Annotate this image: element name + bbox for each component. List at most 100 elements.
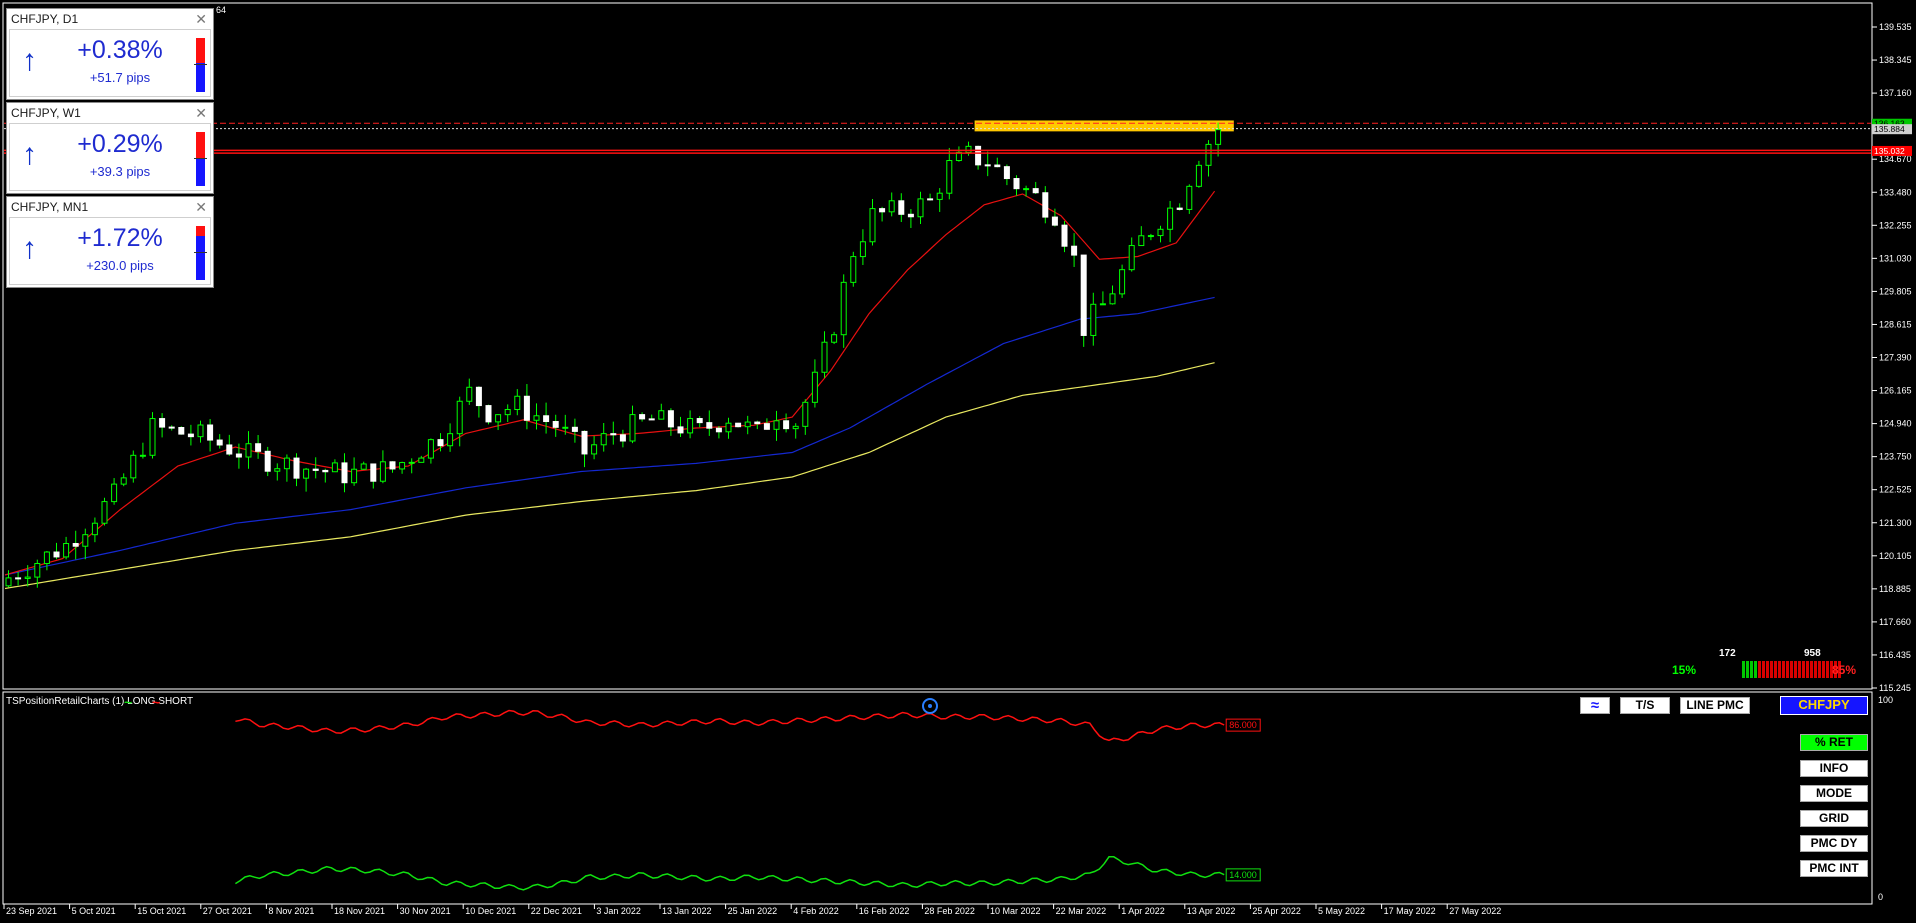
legend-short-icon: ~ (152, 694, 161, 710)
candles (5, 122, 1222, 588)
candle (312, 468, 319, 471)
strength-gauge (194, 132, 207, 186)
date-tick: 3 Jan 2022 (596, 906, 641, 916)
date-tick: 1 Apr 2022 (1121, 906, 1165, 916)
candle (293, 457, 300, 479)
candle (53, 551, 60, 558)
panel-w1[interactable]: CHFJPY, W1 ✕ ↑ +0.29% +39.3 pips (6, 102, 214, 194)
ma-blue-line (4, 296, 1215, 576)
date-tick: 8 Nov 2021 (268, 906, 314, 916)
price-tick: 129.805 (1879, 286, 1912, 296)
candle (840, 281, 847, 336)
candle (1042, 192, 1049, 218)
price-tick: 116.435 (1879, 650, 1911, 660)
candle (1051, 216, 1058, 226)
strength-gauge (194, 226, 207, 280)
symbol-button[interactable]: CHFJPY (1780, 696, 1868, 715)
line-pmc-button[interactable]: LINE PMC (1680, 697, 1750, 714)
candle (917, 198, 924, 218)
candle (658, 410, 665, 420)
candle (1167, 207, 1174, 230)
date-tick: 4 Feb 2022 (793, 906, 839, 916)
date-tick: 13 Apr 2022 (1187, 906, 1236, 916)
candle (264, 450, 271, 472)
price-tick: 137.160 (1879, 88, 1912, 98)
candle (1128, 245, 1135, 271)
candle (763, 423, 770, 430)
candle (533, 415, 540, 421)
candle (831, 334, 838, 343)
candle (255, 443, 262, 452)
candle (447, 433, 454, 447)
ret-button[interactable]: % RET (1800, 734, 1868, 751)
price-tick: 127.390 (1879, 353, 1912, 363)
target-icon[interactable] (922, 698, 938, 714)
panel-body: ↑ +0.29% +39.3 pips (9, 123, 211, 191)
candle (283, 457, 290, 470)
candle (274, 468, 281, 472)
candle (91, 522, 98, 536)
pips-change: +51.7 pips (89, 70, 151, 85)
strength-gauge (194, 38, 207, 92)
info-button[interactable]: INFO (1800, 760, 1868, 777)
candle (341, 462, 348, 484)
percent-change: +0.38% (77, 36, 163, 64)
pmc-int-button[interactable]: PMC INT (1800, 860, 1868, 877)
close-icon[interactable]: ✕ (195, 199, 207, 215)
candle (936, 192, 943, 200)
candle (994, 164, 1001, 168)
panel-mn1[interactable]: CHFJPY, MN1 ✕ ↑ +1.72% +230.0 pips (6, 196, 214, 288)
sentiment-cell (1838, 661, 1841, 678)
price-tick: 132.255 (1879, 220, 1912, 230)
candle (178, 427, 185, 435)
top-label: 64 (216, 5, 226, 15)
price-tick: 138.345 (1879, 55, 1912, 65)
wave-button[interactable]: ≈ (1580, 697, 1610, 714)
candle (130, 454, 137, 479)
mode-button[interactable]: MODE (1800, 785, 1868, 802)
candle (1080, 254, 1087, 336)
price-tick: 128.615 (1879, 319, 1912, 329)
candle (984, 164, 991, 167)
sentiment-cell (1818, 661, 1821, 678)
close-icon[interactable]: ✕ (195, 11, 207, 27)
long-percent: 15% (1672, 663, 1697, 677)
candle (591, 444, 598, 455)
ts-button[interactable]: T/S (1620, 697, 1670, 714)
candle (5, 577, 12, 587)
sentiment-cell (1786, 661, 1789, 678)
candle (101, 501, 108, 524)
candle (111, 483, 118, 503)
date-tick: 25 Jan 2022 (728, 906, 778, 916)
candle (965, 145, 972, 153)
arrow-up-icon: ↑ (22, 44, 37, 77)
date-tick: 27 Oct 2021 (203, 906, 252, 916)
sentiment-cell (1766, 661, 1769, 678)
price-tick: 117.660 (1879, 617, 1911, 627)
candle (226, 444, 233, 455)
candle (159, 418, 166, 428)
candle (696, 418, 703, 424)
grid-button[interactable]: GRID (1800, 810, 1868, 827)
candle (869, 208, 876, 243)
price-tick: 131.030 (1879, 253, 1912, 263)
candle (207, 424, 214, 441)
candle (427, 439, 434, 459)
pmc-dy-button[interactable]: PMC DY (1800, 835, 1868, 852)
candle (648, 418, 655, 421)
candle (888, 200, 895, 213)
panel-d1[interactable]: CHFJPY, D1 ✕ ↑ +0.38% +51.7 pips (6, 8, 214, 100)
candle (1186, 185, 1193, 210)
candle (677, 426, 684, 434)
candle (811, 371, 818, 403)
short-line (235, 709, 1225, 742)
candle (523, 395, 530, 421)
sentiment-cell (1826, 661, 1829, 678)
candle (667, 410, 674, 428)
panel-title: CHFJPY, W1 (11, 106, 81, 120)
candle (629, 414, 636, 442)
close-icon[interactable]: ✕ (195, 105, 207, 121)
candle (715, 427, 722, 433)
candle (706, 422, 713, 429)
